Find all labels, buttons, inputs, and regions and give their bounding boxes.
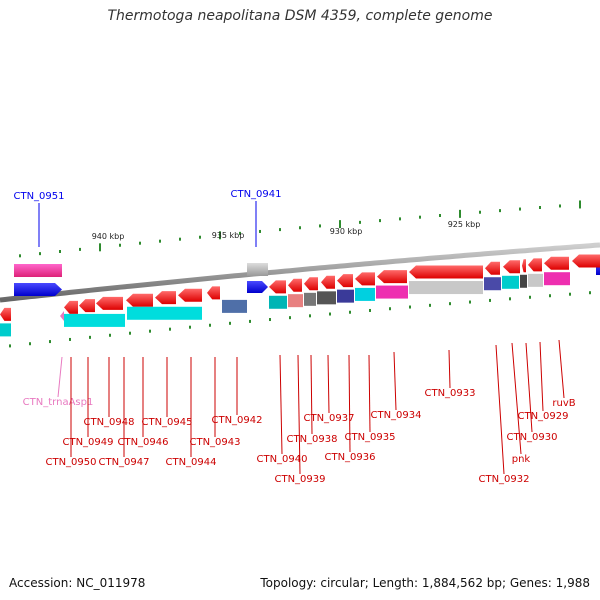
gene-arrow (64, 300, 78, 314)
gene-arrow (207, 286, 220, 300)
scale-label: 935 kbp (212, 231, 245, 240)
gene-arrow (178, 288, 202, 302)
track-segment (409, 281, 483, 295)
track-segment (544, 272, 570, 286)
genome-summary: Topology: circular; Length: 1,884,562 bp… (260, 576, 590, 590)
gene-label: CTN_0932 (478, 474, 529, 485)
leader-line (495, 344, 505, 475)
track-segment (288, 294, 303, 308)
gene-label: CTN_0935 (344, 432, 395, 443)
leader-line (448, 349, 451, 389)
leader-line (348, 354, 351, 453)
leader-line (327, 354, 330, 414)
leader-line (539, 341, 544, 412)
leader-line (279, 354, 283, 455)
gene-arrow (485, 261, 500, 275)
gene-arrow (355, 272, 375, 286)
gene-arrow (96, 296, 123, 310)
gene-arrow (409, 265, 483, 279)
gene-label: CTN_0942 (211, 415, 262, 426)
track-segment (528, 273, 543, 287)
gene-arrow (377, 270, 407, 284)
feature-CTN_0951-pink (14, 264, 62, 277)
leader-line (297, 354, 301, 475)
gene-arrow (126, 293, 153, 307)
scale-label: 930 kbp (330, 227, 363, 236)
track-segment (222, 299, 247, 313)
track-segment (520, 274, 527, 288)
gene-label: CTN_0951 (13, 191, 64, 202)
leader-line (393, 351, 397, 411)
gene-label: CTN_0947 (98, 457, 149, 468)
gene-arrow (522, 259, 526, 273)
gene-label: pnk (512, 454, 531, 465)
gene-label: CTN_0940 (256, 454, 307, 465)
accession-label: Accession: NC_011978 (9, 576, 146, 590)
gene-label: CTN_0937 (303, 413, 354, 424)
gene-arrow (503, 260, 520, 274)
gene-label: CTN_0929 (517, 411, 568, 422)
leader-line (525, 342, 533, 433)
scale-label: 940 kbp (92, 232, 125, 241)
gene-arrow (269, 280, 286, 294)
track-segment (376, 285, 408, 299)
gene-arrow (0, 307, 11, 321)
feature-CTN_0941-gray (247, 263, 268, 276)
feature-CTN_0951-gene (14, 283, 62, 296)
gene-label: CTN_0946 (117, 437, 168, 448)
gene-label: CTN_0938 (286, 434, 337, 445)
gene-label: CTN_0948 (83, 417, 134, 428)
track-segment (502, 275, 519, 289)
gene-arrow (528, 258, 542, 272)
gene-label: CTN_0945 (141, 417, 192, 428)
gene-label: CTN_0939 (274, 474, 325, 485)
gene-label: CTN_0950 (45, 457, 96, 468)
gene-arrow (155, 291, 176, 305)
track-segment (64, 313, 125, 327)
gene-label: CTN_0934 (370, 410, 421, 421)
track-segment (317, 291, 336, 305)
feature-CTN_0941-gene (247, 281, 268, 293)
track-segment (127, 306, 202, 320)
leader-line (558, 339, 565, 399)
genome-backbone (0, 242, 600, 303)
leader-line (310, 354, 313, 435)
gene-arrow (304, 277, 318, 291)
leader-line (368, 354, 371, 433)
track-segment (337, 289, 354, 303)
gene-label: CTN_0941 (230, 189, 281, 200)
gene-arrow (544, 256, 569, 270)
feature-edge-blue (596, 262, 600, 275)
scale-label: 925 kbp (448, 220, 481, 229)
gene-arrow (337, 274, 353, 288)
track-segment (484, 277, 501, 291)
gene-arrow (288, 278, 302, 292)
trna-arrow (60, 311, 64, 321)
leader-line (511, 342, 522, 455)
gene-label: ruvB (552, 398, 575, 409)
gene-label: CTN_0933 (424, 388, 475, 399)
gene-label: CTN_0936 (324, 452, 375, 463)
gene-label: CTN_0944 (165, 457, 216, 468)
gene-arrow (79, 299, 95, 313)
leader-line (57, 356, 63, 398)
gene-label: CTN_0930 (506, 432, 557, 443)
gene-arrow (321, 275, 335, 289)
genome-title: Thermotoga neapolitana DSM 4359, complet… (107, 8, 493, 24)
gene-label: CTN_0949 (62, 437, 113, 448)
gene-label: CTN_trnaAsp1 (23, 397, 94, 408)
track-segment (0, 323, 11, 337)
gene-label: CTN_0943 (189, 437, 240, 448)
track-segment (304, 292, 316, 306)
gene-arrow (572, 254, 600, 268)
track-segment (269, 295, 287, 309)
track-segment (355, 287, 375, 301)
